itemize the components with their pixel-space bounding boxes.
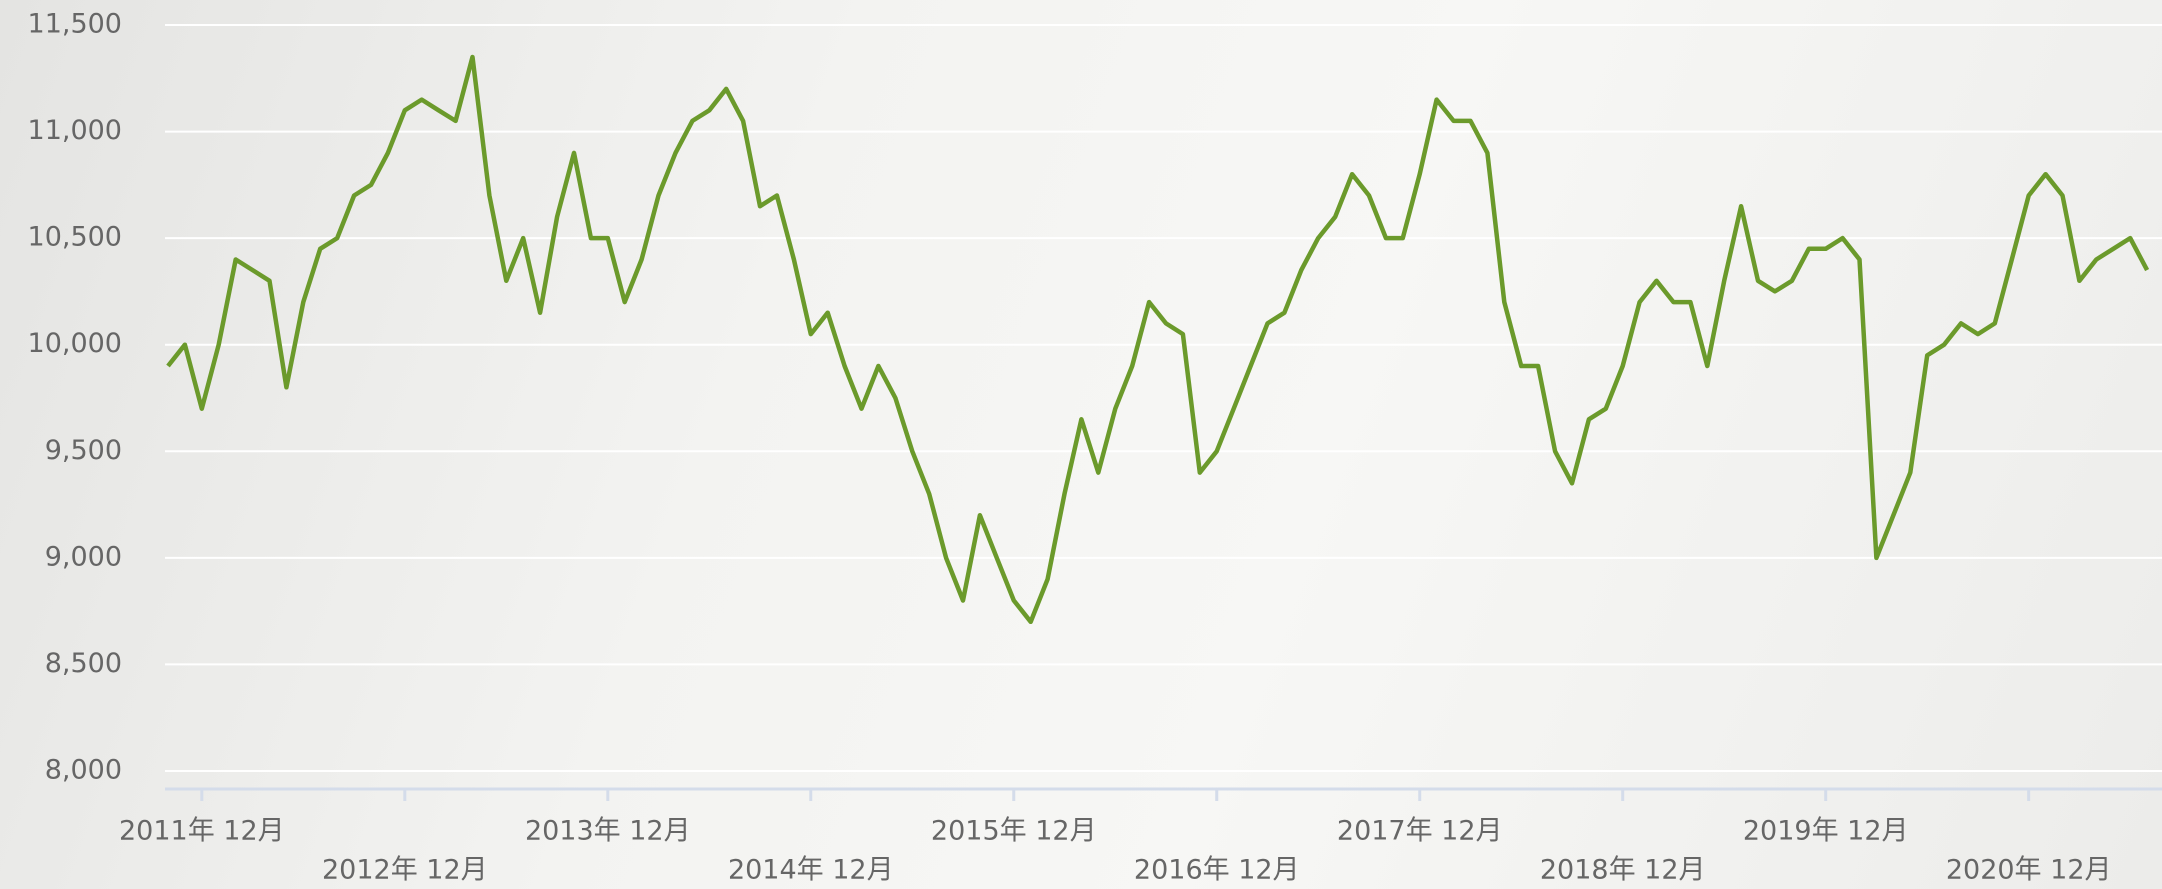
y-tick-label: 9,000 [45,541,122,572]
x-tick-label: 2017年 12月 [1337,816,1503,847]
y-tick-label: 11,500 [28,9,122,40]
x-tick-label: 2011年 12月 [119,816,285,847]
y-tick-label: 8,500 [45,648,122,679]
x-tick-label: 2020年 12月 [1946,855,2112,886]
x-tick-label: 2018年 12月 [1540,855,1706,886]
y-tick-label: 9,500 [45,435,122,466]
x-tick-label: 2016年 12月 [1134,855,1300,886]
line-series [166,54,2150,625]
x-tick-label: 2015年 12月 [931,816,1097,847]
y-tick-label: 11,000 [28,115,122,146]
y-tick-label: 8,000 [45,755,122,786]
x-tick-label: 2014年 12月 [728,855,894,886]
x-tick-label: 2013年 12月 [525,816,691,847]
x-tick-label: 2012年 12月 [322,855,488,886]
y-tick-label: 10,000 [28,328,122,359]
x-tick-label: 2019年 12月 [1743,816,1909,847]
y-tick-label: 10,500 [28,222,122,253]
